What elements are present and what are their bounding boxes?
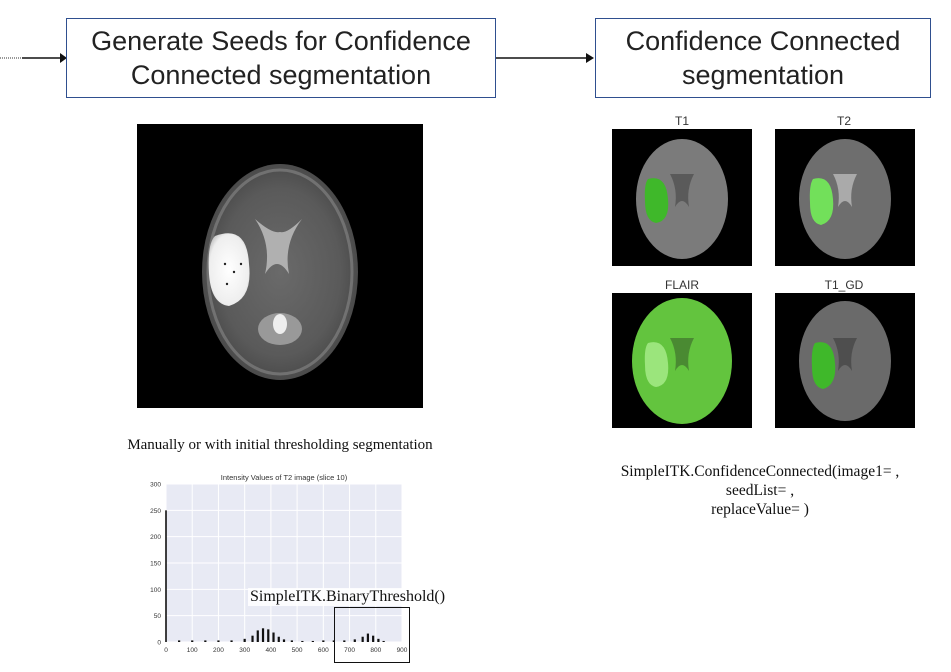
incoming-arrow xyxy=(0,53,67,63)
x-tick-label: 400 xyxy=(265,647,276,654)
y-tick-label: 300 xyxy=(150,482,161,489)
histogram-bar xyxy=(243,638,246,642)
histogram-bar xyxy=(343,640,346,642)
panel-label-flair: FLAIR xyxy=(664,278,699,292)
panel-label-t1: T1 xyxy=(674,114,689,128)
y-tick-label: 200 xyxy=(150,534,161,541)
histogram-bar xyxy=(361,636,364,642)
t1gd-mri-panel xyxy=(775,293,915,428)
histogram-bar xyxy=(217,640,220,642)
histogram-bar xyxy=(377,638,380,642)
histogram-bar xyxy=(322,640,325,642)
histogram-bar xyxy=(311,640,314,642)
histogram-bar xyxy=(267,629,270,642)
step-connector-arrow xyxy=(496,53,594,63)
histogram-bar xyxy=(251,635,254,642)
binary-threshold-function: SimpleITK.BinaryThreshold() xyxy=(248,588,448,606)
histogram-bar xyxy=(272,632,275,642)
code-line-2: seedList= , xyxy=(725,482,795,499)
panel-label-t2: T2 xyxy=(836,114,851,128)
brain-mri-t2-image xyxy=(137,124,423,408)
histogram-title: Intensity Values of T2 image (slice 10) xyxy=(221,473,348,482)
histogram-bar xyxy=(332,640,335,642)
histogram-bar xyxy=(191,640,194,642)
histogram-bar xyxy=(353,639,356,642)
code-line-1: SimpleITK.ConfidenceConnected(image1= , xyxy=(620,463,900,480)
histogram-bar xyxy=(178,640,181,642)
x-tick-label: 900 xyxy=(397,647,408,654)
x-tick-label: 100 xyxy=(187,647,198,654)
t2-mri-panel xyxy=(775,129,915,266)
histogram-bar xyxy=(261,628,265,642)
histogram-bar xyxy=(204,640,207,642)
histogram-bar xyxy=(366,633,370,642)
flair-mri-panel xyxy=(612,293,752,428)
confidence-connected-code: SimpleITK.ConfidenceConnected(image1= , … xyxy=(560,462,951,519)
code-line-3: replaceValue= ) xyxy=(711,501,809,518)
histogram-bar xyxy=(301,640,304,642)
threshold-range-highlight xyxy=(334,607,410,663)
x-tick-label: 800 xyxy=(370,647,381,654)
generate-seeds-step-title: Generate Seeds for Confidence Connected … xyxy=(91,26,471,90)
y-tick-label: 100 xyxy=(150,587,161,594)
seeds-caption: Manually or with initial thresholding se… xyxy=(127,437,433,453)
t1-mri-panel xyxy=(612,129,752,266)
y-tick-label: 0 xyxy=(157,640,161,647)
histogram-bar xyxy=(256,630,259,642)
y-tick-label: 150 xyxy=(150,561,161,568)
confidence-connected-step-title: Confidence Connected segmentation xyxy=(625,26,901,90)
y-tick-label: 250 xyxy=(150,508,161,515)
histogram-bar xyxy=(372,635,375,642)
generate-seeds-step-box: Generate Seeds for Confidence Connected … xyxy=(66,18,496,98)
histogram-bar xyxy=(282,639,286,642)
histogram-bar xyxy=(382,640,385,642)
x-tick-label: 700 xyxy=(344,647,355,654)
intensity-histogram-chart: Intensity Values of T2 image (slice 10) 0… xyxy=(150,473,408,654)
histogram-bar xyxy=(165,510,167,642)
y-tick-label: 50 xyxy=(154,613,162,620)
histogram-bar xyxy=(277,636,280,642)
x-tick-label: 200 xyxy=(213,647,224,654)
x-tick-label: 0 xyxy=(164,647,168,654)
panel-label-t1gd: T1_GD xyxy=(824,278,864,292)
x-tick-label: 500 xyxy=(292,647,303,654)
histogram-bar xyxy=(290,640,293,642)
confidence-connected-step-box: Confidence Connected segmentation xyxy=(595,18,931,98)
histogram-bar xyxy=(230,640,233,642)
x-tick-label: 600 xyxy=(318,647,329,654)
x-tick-label: 300 xyxy=(239,647,250,654)
